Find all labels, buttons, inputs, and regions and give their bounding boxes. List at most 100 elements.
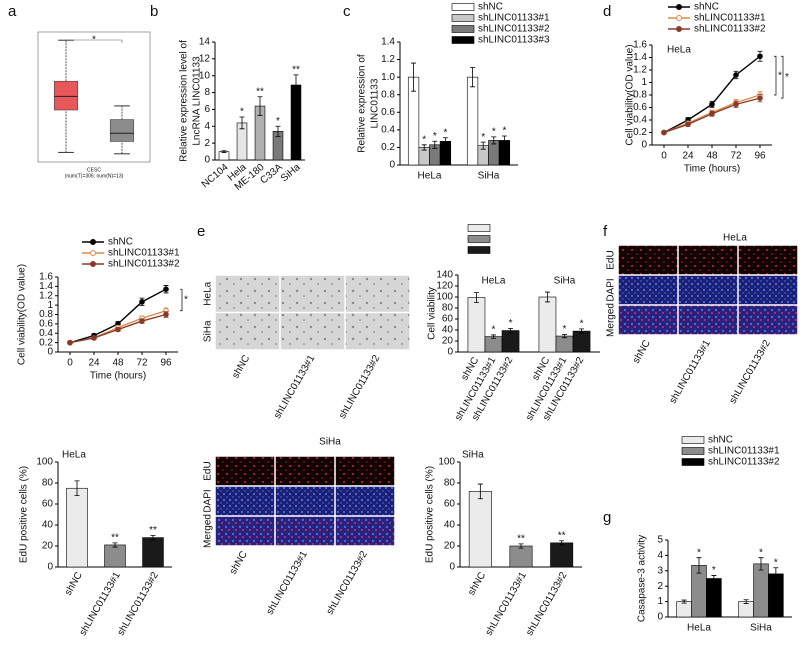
group-label: SiHa xyxy=(554,276,576,287)
significance: * xyxy=(712,565,716,576)
y-tick-label: 40 xyxy=(42,520,54,531)
y-tick-label: 0.4 xyxy=(633,115,647,126)
y-tick-label: 2 xyxy=(657,581,663,592)
x-tick-label: shLINC01133#1 xyxy=(484,570,530,638)
y-tick-label: 10 xyxy=(199,70,211,81)
micrograph xyxy=(335,456,395,486)
error-bar xyxy=(421,144,427,151)
row-label: EdU xyxy=(203,461,214,480)
panel-letter: d xyxy=(603,3,611,20)
micrograph xyxy=(215,313,280,350)
legend-label: shLINC01133#2 xyxy=(108,259,180,270)
y-tick-label: 1.2 xyxy=(633,65,647,76)
x-tick-label: shLINC01133#2 xyxy=(116,570,162,638)
x-axis-label: Time (hours) xyxy=(684,164,740,175)
y-axis-label: LINC01133 xyxy=(370,78,381,128)
x-tick-label: 48 xyxy=(706,151,718,162)
error-bar xyxy=(518,543,524,549)
y-tick-label: 0 xyxy=(47,347,53,358)
y-tick-label: 1.6 xyxy=(39,272,53,283)
legend-label: shLINC01133#2 xyxy=(694,24,766,35)
y-tick-label: 12 xyxy=(199,53,211,64)
box xyxy=(109,119,135,142)
y-tick-label: 0.4 xyxy=(381,124,395,135)
significance: * xyxy=(563,324,567,335)
micrograph xyxy=(738,245,798,275)
error-bar xyxy=(711,575,717,582)
x-axis-label: Time (hours) xyxy=(90,371,146,382)
micrograph xyxy=(618,245,678,275)
bar xyxy=(466,76,479,166)
column-label: shLINC01133#2 xyxy=(337,353,383,421)
bar xyxy=(550,542,574,568)
micrograph xyxy=(738,305,798,335)
y-tick-label: 40 xyxy=(444,520,456,531)
box-title: CESC xyxy=(87,167,101,173)
y-tick-label: 0.6 xyxy=(633,102,647,113)
y-tick-label: 100 xyxy=(36,457,53,468)
y-axis-label: Cell viability(OD value) xyxy=(17,264,28,365)
micrograph xyxy=(618,275,678,305)
significance: * xyxy=(502,126,506,137)
y-axis-label: Relative expression level of xyxy=(179,40,190,162)
y-tick-label: 0.6 xyxy=(381,107,395,118)
point xyxy=(67,339,73,346)
error-bar xyxy=(681,599,687,604)
bracket xyxy=(180,288,183,312)
legend-label: shLINC01133#1 xyxy=(708,446,780,457)
bar xyxy=(706,578,722,618)
point xyxy=(139,299,145,305)
bar xyxy=(572,330,591,353)
row-label: DAPI xyxy=(203,489,214,512)
bar xyxy=(538,296,557,353)
significance: * xyxy=(492,127,496,138)
y-tick-label: 0 xyxy=(447,347,453,358)
y-tick-label: 1 xyxy=(641,77,647,88)
legend-swatch xyxy=(451,36,475,44)
y-tick-label: 100 xyxy=(438,457,455,468)
bar xyxy=(66,487,88,568)
x-tick-label: 96 xyxy=(160,358,172,369)
error-bar xyxy=(257,96,263,116)
legend-label: shLINC01133#1 xyxy=(694,13,766,24)
y-tick-label: 60 xyxy=(42,499,54,510)
y-tick-label: 40 xyxy=(442,325,454,336)
significance: ** xyxy=(517,534,525,545)
bar xyxy=(555,335,574,353)
legend-label: shNC xyxy=(694,2,719,13)
y-axis-label: Cell viability(OD value) xyxy=(625,44,636,145)
error-bar xyxy=(480,141,486,150)
legend-marker xyxy=(676,26,682,32)
point xyxy=(733,72,739,78)
significance: * xyxy=(492,325,496,336)
micrograph xyxy=(275,516,335,546)
x-tick-label: shNC xyxy=(466,570,488,597)
error-bar xyxy=(491,334,496,339)
line xyxy=(663,55,761,134)
x-tick-label: shLINC01133#2 xyxy=(524,570,570,638)
x-tick-label: 72 xyxy=(136,358,148,369)
y-tick-label: 0.8 xyxy=(381,89,395,100)
error-bar xyxy=(773,567,779,581)
significance: * xyxy=(697,547,701,558)
point xyxy=(139,318,145,324)
significance: ** xyxy=(149,525,157,536)
micrograph xyxy=(678,245,738,275)
legend-marker xyxy=(676,15,682,21)
y-tick-label: 60 xyxy=(442,314,454,325)
error-bar xyxy=(758,557,764,571)
y-tick-label: 6 xyxy=(204,104,210,115)
error-bar xyxy=(579,328,585,334)
x-tick-label: 96 xyxy=(754,151,766,162)
y-tick-label: 0.8 xyxy=(633,90,647,101)
y-tick-label: 0 xyxy=(449,562,455,573)
point xyxy=(91,335,97,341)
legend-swatch xyxy=(467,235,491,243)
micrograph xyxy=(738,275,798,305)
error-bar xyxy=(432,140,438,149)
legend-swatch xyxy=(451,25,475,33)
error-bar xyxy=(696,557,702,574)
point xyxy=(163,311,169,318)
legend-swatch xyxy=(467,246,491,254)
y-tick-label: 1.6 xyxy=(633,40,647,51)
